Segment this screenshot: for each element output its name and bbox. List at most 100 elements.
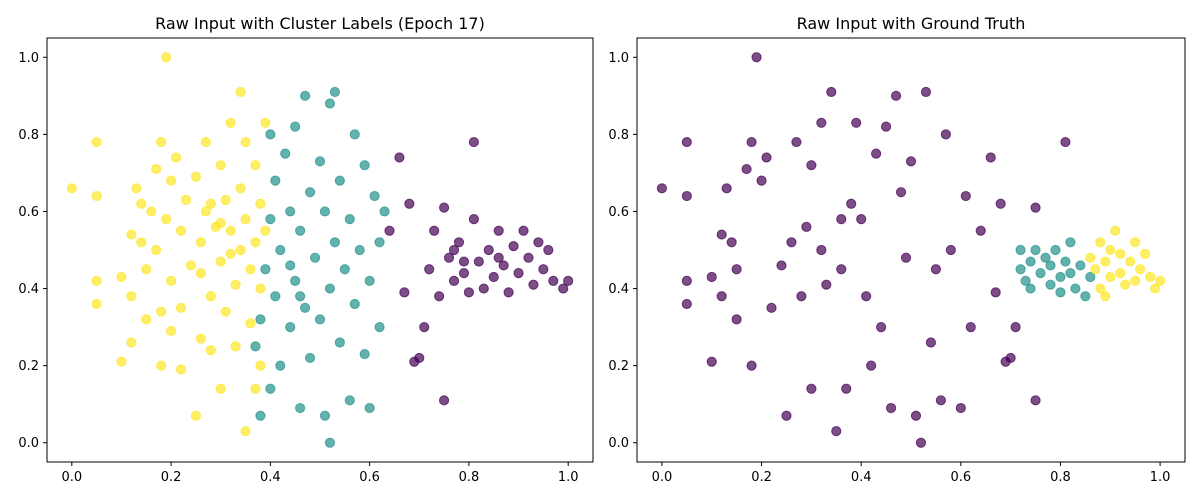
- chart-right-point-s0-34: [846, 198, 857, 209]
- chart-left-point-s0-6: [116, 356, 127, 367]
- chart-right-ytick-label-4: 0.8: [608, 128, 629, 143]
- chart-right-point-s0-69: [836, 214, 847, 225]
- chart-left-point-s1-44: [374, 321, 385, 333]
- chart-right-ytick-label-0: 0.0: [608, 436, 629, 451]
- chart-right-point-s2-11: [1125, 256, 1136, 267]
- chart-left-point-s0-2: [91, 190, 102, 202]
- chart-left-point-s0-51: [235, 183, 246, 194]
- chart-right-point-s1-11: [1055, 287, 1066, 298]
- chart-right-point-s0-0: [656, 183, 668, 194]
- chart-right-point-s0-68: [816, 244, 827, 256]
- chart-left-point-s1-48: [285, 260, 296, 271]
- chart-right-point-s1-2: [1025, 256, 1036, 267]
- chart-left-point-s0-65: [260, 225, 271, 236]
- chart-right-point-s1-1: [1020, 275, 1031, 286]
- chart-right-point-s0-44: [895, 187, 907, 198]
- chart-left-point-s0-8: [126, 291, 137, 302]
- chart-right-point-s0-36: [856, 214, 867, 225]
- chart-right-point-s0-28: [816, 117, 827, 128]
- chart-right-point-s2-6: [1105, 244, 1116, 256]
- chart-left-ytick-label-5: 1.0: [18, 51, 39, 66]
- chart-left-point-s1-5: [265, 214, 276, 225]
- chart-right-point-s0-17: [756, 175, 767, 186]
- chart-right-point-s0-29: [821, 279, 832, 290]
- chart-right-xtick-label-5: 1.0: [1150, 470, 1171, 485]
- chart-left-point-s0-57: [245, 318, 256, 329]
- chart-right-ytick-label-1: 0.2: [608, 359, 629, 374]
- chart-right-points: [656, 52, 1166, 448]
- chart-left-point-s2-3: [404, 198, 415, 209]
- chart-left-point-s1-29: [329, 86, 340, 98]
- chart-left-point-s0-22: [161, 214, 172, 225]
- chart-right-xtick-label-2: 0.4: [851, 470, 872, 485]
- chart-right-point-s2-18: [1154, 275, 1166, 286]
- chart-right-point-s0-14: [746, 136, 757, 148]
- chart-right-axes-frame: [636, 37, 1186, 463]
- chart-left-point-s1-32: [334, 175, 345, 186]
- chart-left-point-s0-49: [230, 341, 241, 352]
- chart-left-point-s0-30: [180, 194, 192, 205]
- chart-left-point-s1-12: [285, 321, 296, 333]
- chart-left-point-s1-22: [309, 252, 321, 263]
- chart-left-point-s0-42: [215, 256, 226, 267]
- chart-right-point-s0-31: [831, 426, 842, 437]
- chart-right-point-s0-13: [741, 163, 752, 175]
- chart-left-point-s1-31: [334, 337, 345, 348]
- chart-right-point-s0-64: [1010, 321, 1021, 333]
- chart-left-ytick-label-3: 0.6: [18, 205, 39, 220]
- chart-right-point-s0-19: [766, 302, 777, 313]
- chart-right-point-s1-8: [1045, 260, 1056, 271]
- chart-left-point-s0-37: [200, 206, 211, 217]
- chart-left-point-s1-3: [260, 264, 271, 275]
- chart-right-point-s0-21: [781, 410, 792, 421]
- chart-left-point-s0-28: [175, 302, 187, 313]
- chart-left-xtick-label-1: 0.2: [161, 470, 182, 485]
- chart-left-point-s2-21: [483, 244, 494, 256]
- chart-right-ytick-label-2: 0.4: [608, 282, 629, 297]
- chart-left-point-s1-23: [314, 156, 326, 167]
- chart-right-title: Raw Input with Ground Truth: [797, 14, 1026, 33]
- chart-right-point-s1-17: [1080, 291, 1091, 302]
- chart-left-point-s0-21: [161, 52, 172, 63]
- chart-left-ytick-label-0: 0.0: [18, 436, 39, 451]
- chart-left-point-s1-16: [295, 402, 306, 414]
- chart-right-point-s0-1: [681, 136, 692, 148]
- chart-left-point-s1-24: [314, 314, 326, 325]
- chart-right-point-s2-2: [1095, 237, 1106, 248]
- chart-left-point-s0-27: [175, 225, 187, 236]
- chart-left-point-s2-9: [434, 291, 445, 302]
- chart-left-y-ticks: 0.0 0.2 0.4 0.6 0.8 1.0: [18, 51, 47, 451]
- chart-left-point-s0-15: [146, 206, 157, 217]
- chart-left-point-s1-40: [359, 160, 370, 171]
- chart-left-point-s2-15: [458, 268, 470, 279]
- chart-left-point-s2-23: [493, 225, 504, 236]
- chart-right-point-s1-7: [1045, 279, 1056, 290]
- chart-left-point-s1-11: [280, 148, 291, 159]
- chart-left-point-s0-23: [165, 175, 177, 186]
- chart-right-point-s0-61: [995, 198, 1006, 209]
- chart-left-points: [66, 52, 574, 448]
- chart-left-point-s2-24: [498, 260, 509, 271]
- chart-left-point-s2-6: [419, 321, 430, 333]
- chart-left-point-s2-11: [438, 202, 450, 213]
- chart-right-point-s1-13: [1065, 237, 1076, 248]
- chart-right-point-s0-50: [925, 337, 937, 348]
- chart-right-point-s0-18: [761, 152, 772, 163]
- chart-left-point-s1-35: [344, 214, 355, 225]
- chart-right-point-s2-13: [1130, 275, 1141, 286]
- chart-right-point-s0-6: [706, 356, 717, 367]
- chart-left-point-s1-6: [265, 129, 276, 140]
- chart-left-point-s0-4: [91, 298, 102, 310]
- chart-left-point-s0-31: [185, 260, 197, 271]
- chart-left-point-s2-18: [468, 214, 479, 225]
- chart-left-point-s0-60: [250, 383, 261, 394]
- chart-right-point-s0-41: [880, 121, 892, 132]
- chart-left-point-s0-35: [195, 333, 206, 344]
- chart-left-point-s1-17: [295, 225, 306, 236]
- chart-left-ytick-label-2: 0.4: [18, 282, 39, 297]
- chart-left-point-s2-26: [508, 241, 519, 252]
- chart-right-point-s0-20: [776, 260, 787, 271]
- chart-left-xtick-label-0: 0.0: [61, 470, 82, 485]
- chart-right-point-s0-54: [945, 244, 956, 256]
- chart-right-ytick-label-5: 1.0: [608, 51, 629, 66]
